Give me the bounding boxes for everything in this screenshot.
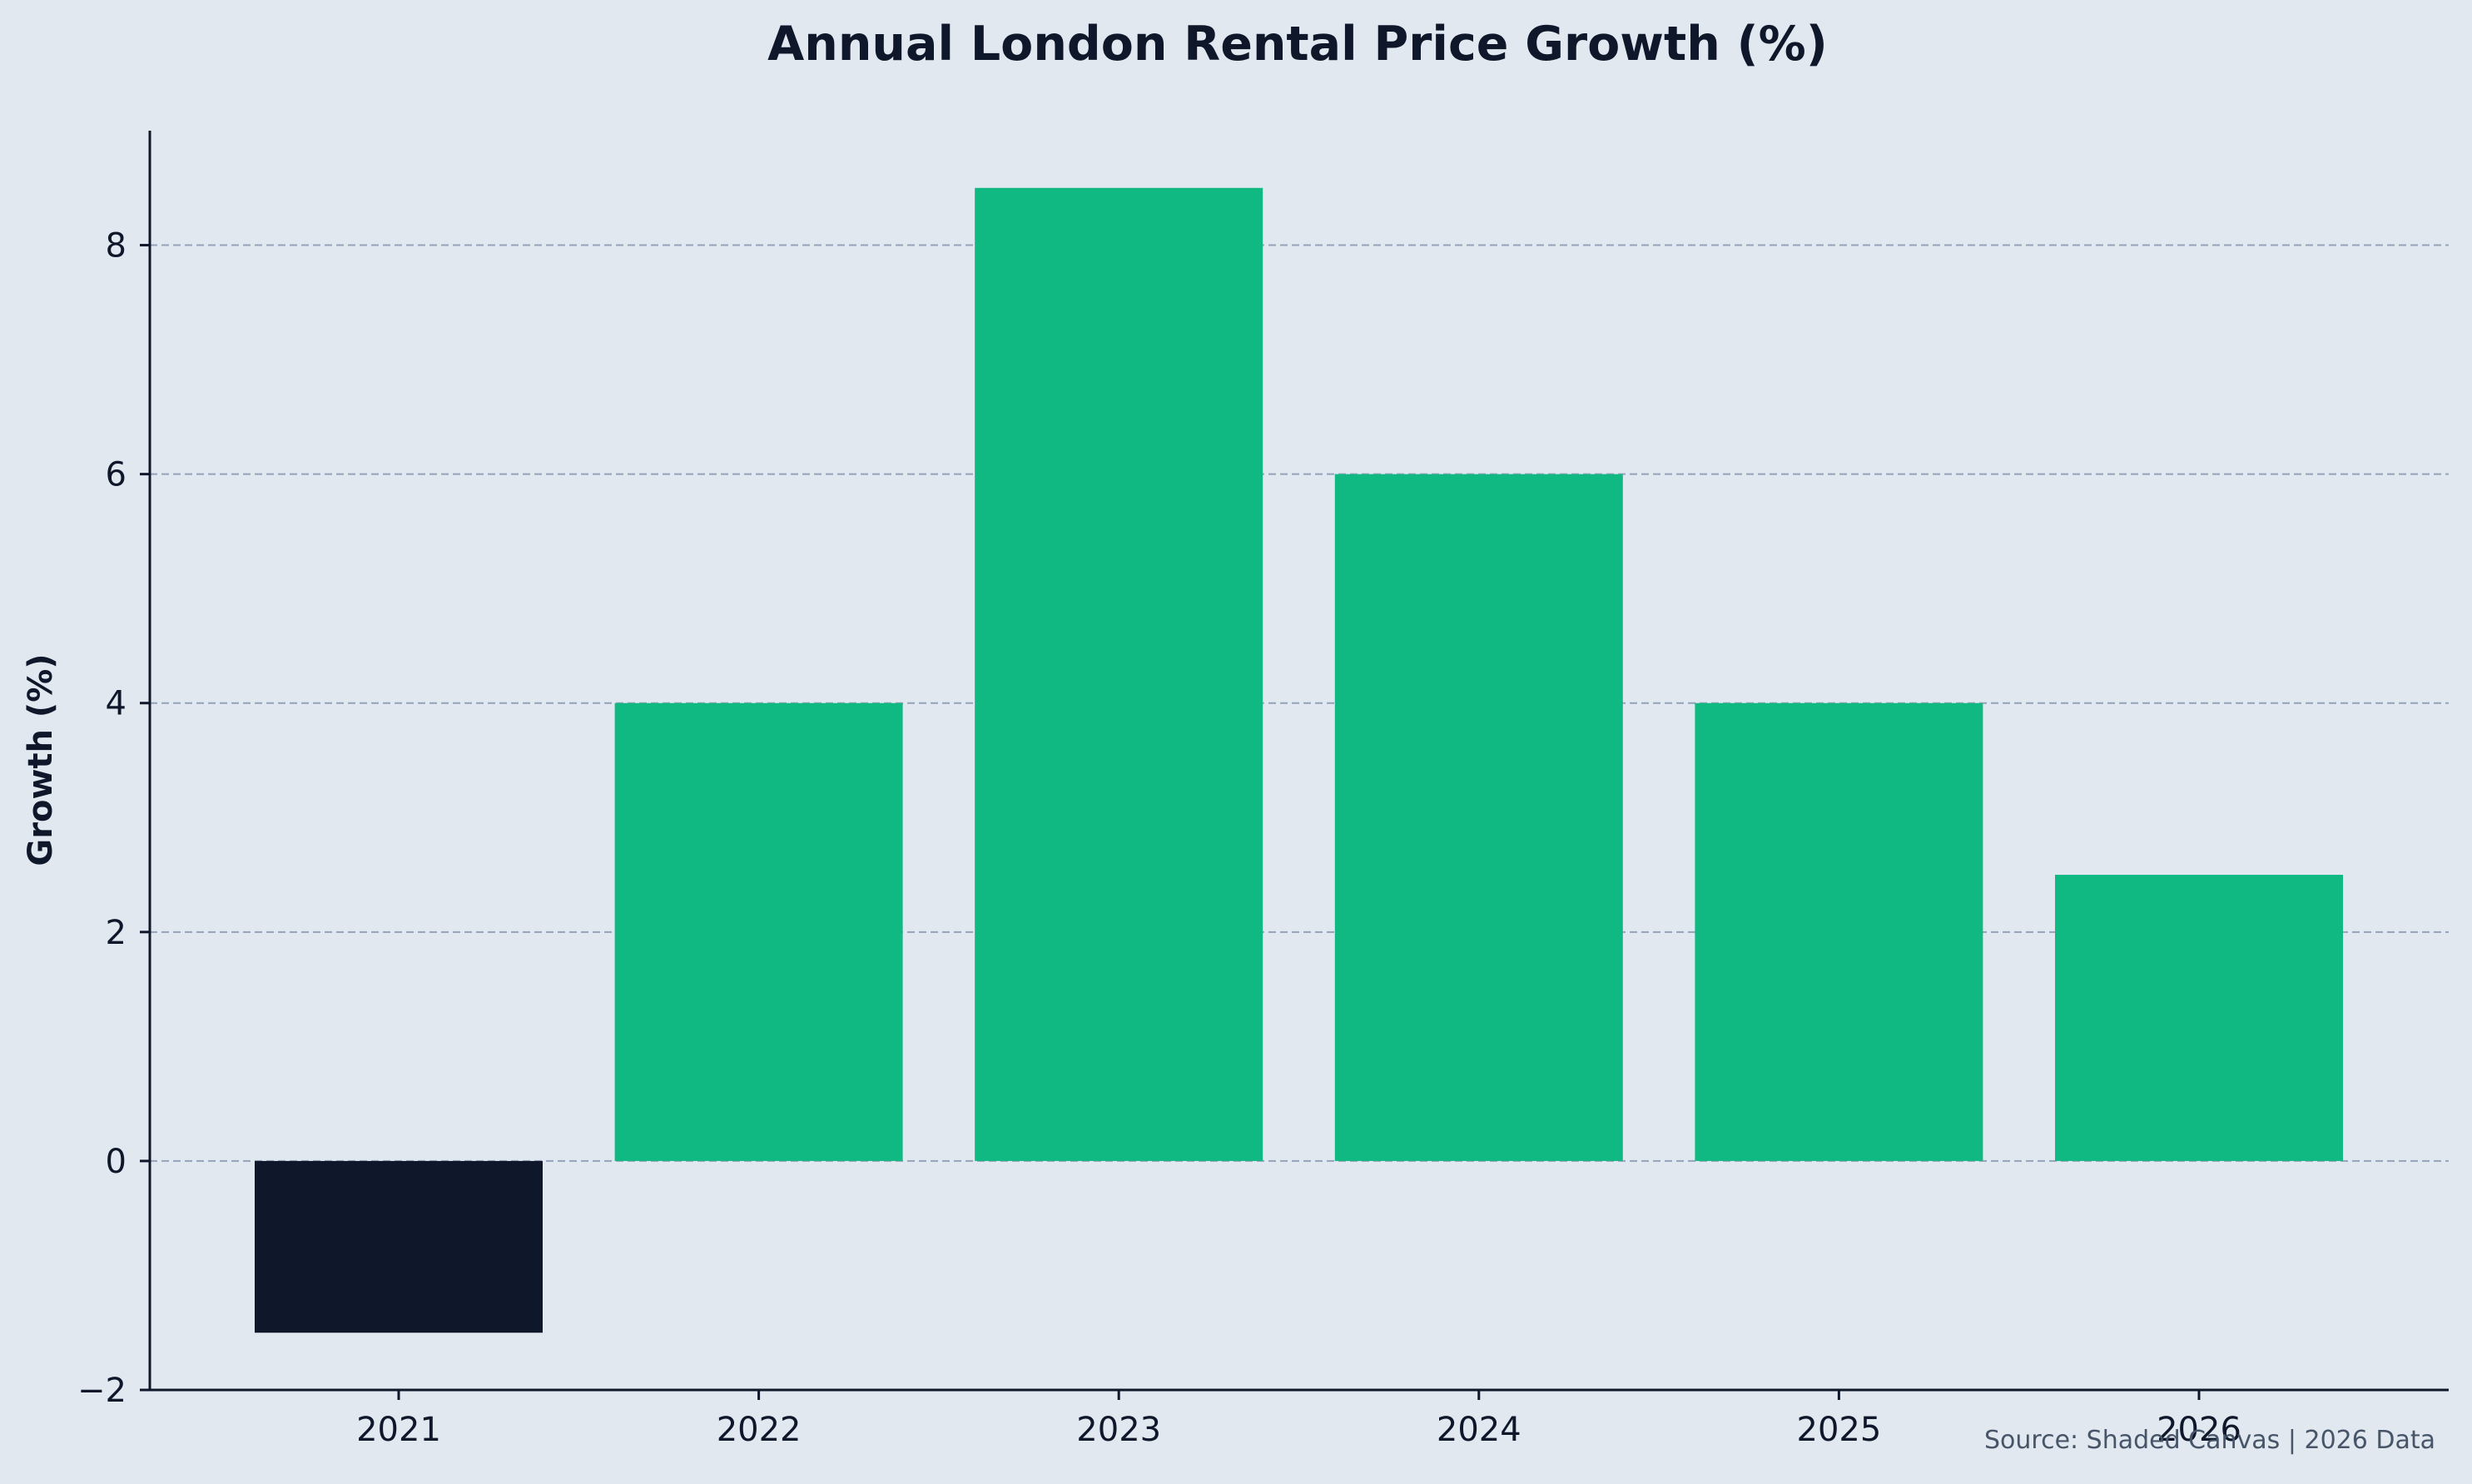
y-tick-label: 8 [106,227,127,266]
bar-2021 [255,1160,543,1333]
y-tick-label: 6 [106,456,127,494]
y-tick-label: 4 [106,685,127,723]
x-tick-label: 2025 [1797,1411,1882,1449]
y-tick-label: −2 [77,1372,127,1410]
y-axis-label: Growth (%) [22,653,60,866]
bar-2022 [614,702,903,1161]
y-tick-label: 0 [106,1143,127,1181]
x-tick-label: 2024 [1437,1411,1521,1449]
bars [255,187,2343,1333]
chart-title: Annual London Rental Price Growth (%) [767,17,1828,72]
x-ticks: 2021 2022 2023 2024 2025 2026 [356,1390,2241,1449]
x-tick-label: 2021 [356,1411,441,1449]
bar-2023 [975,187,1263,1161]
source-note: Source: Shaded Canvas | 2026 Data [1984,1426,2435,1455]
y-tick-label: 2 [106,914,127,952]
x-tick-label: 2022 [717,1411,802,1449]
bar-2025 [1695,702,1983,1161]
bar-2026 [2055,875,2343,1161]
bar-2024 [1334,474,1623,1161]
axes [148,131,2449,1392]
x-tick-label: 2023 [1076,1411,1161,1449]
x-tick-label: 2026 [2157,1411,2241,1449]
y-ticks: −2 0 2 4 6 8 [77,227,150,1410]
